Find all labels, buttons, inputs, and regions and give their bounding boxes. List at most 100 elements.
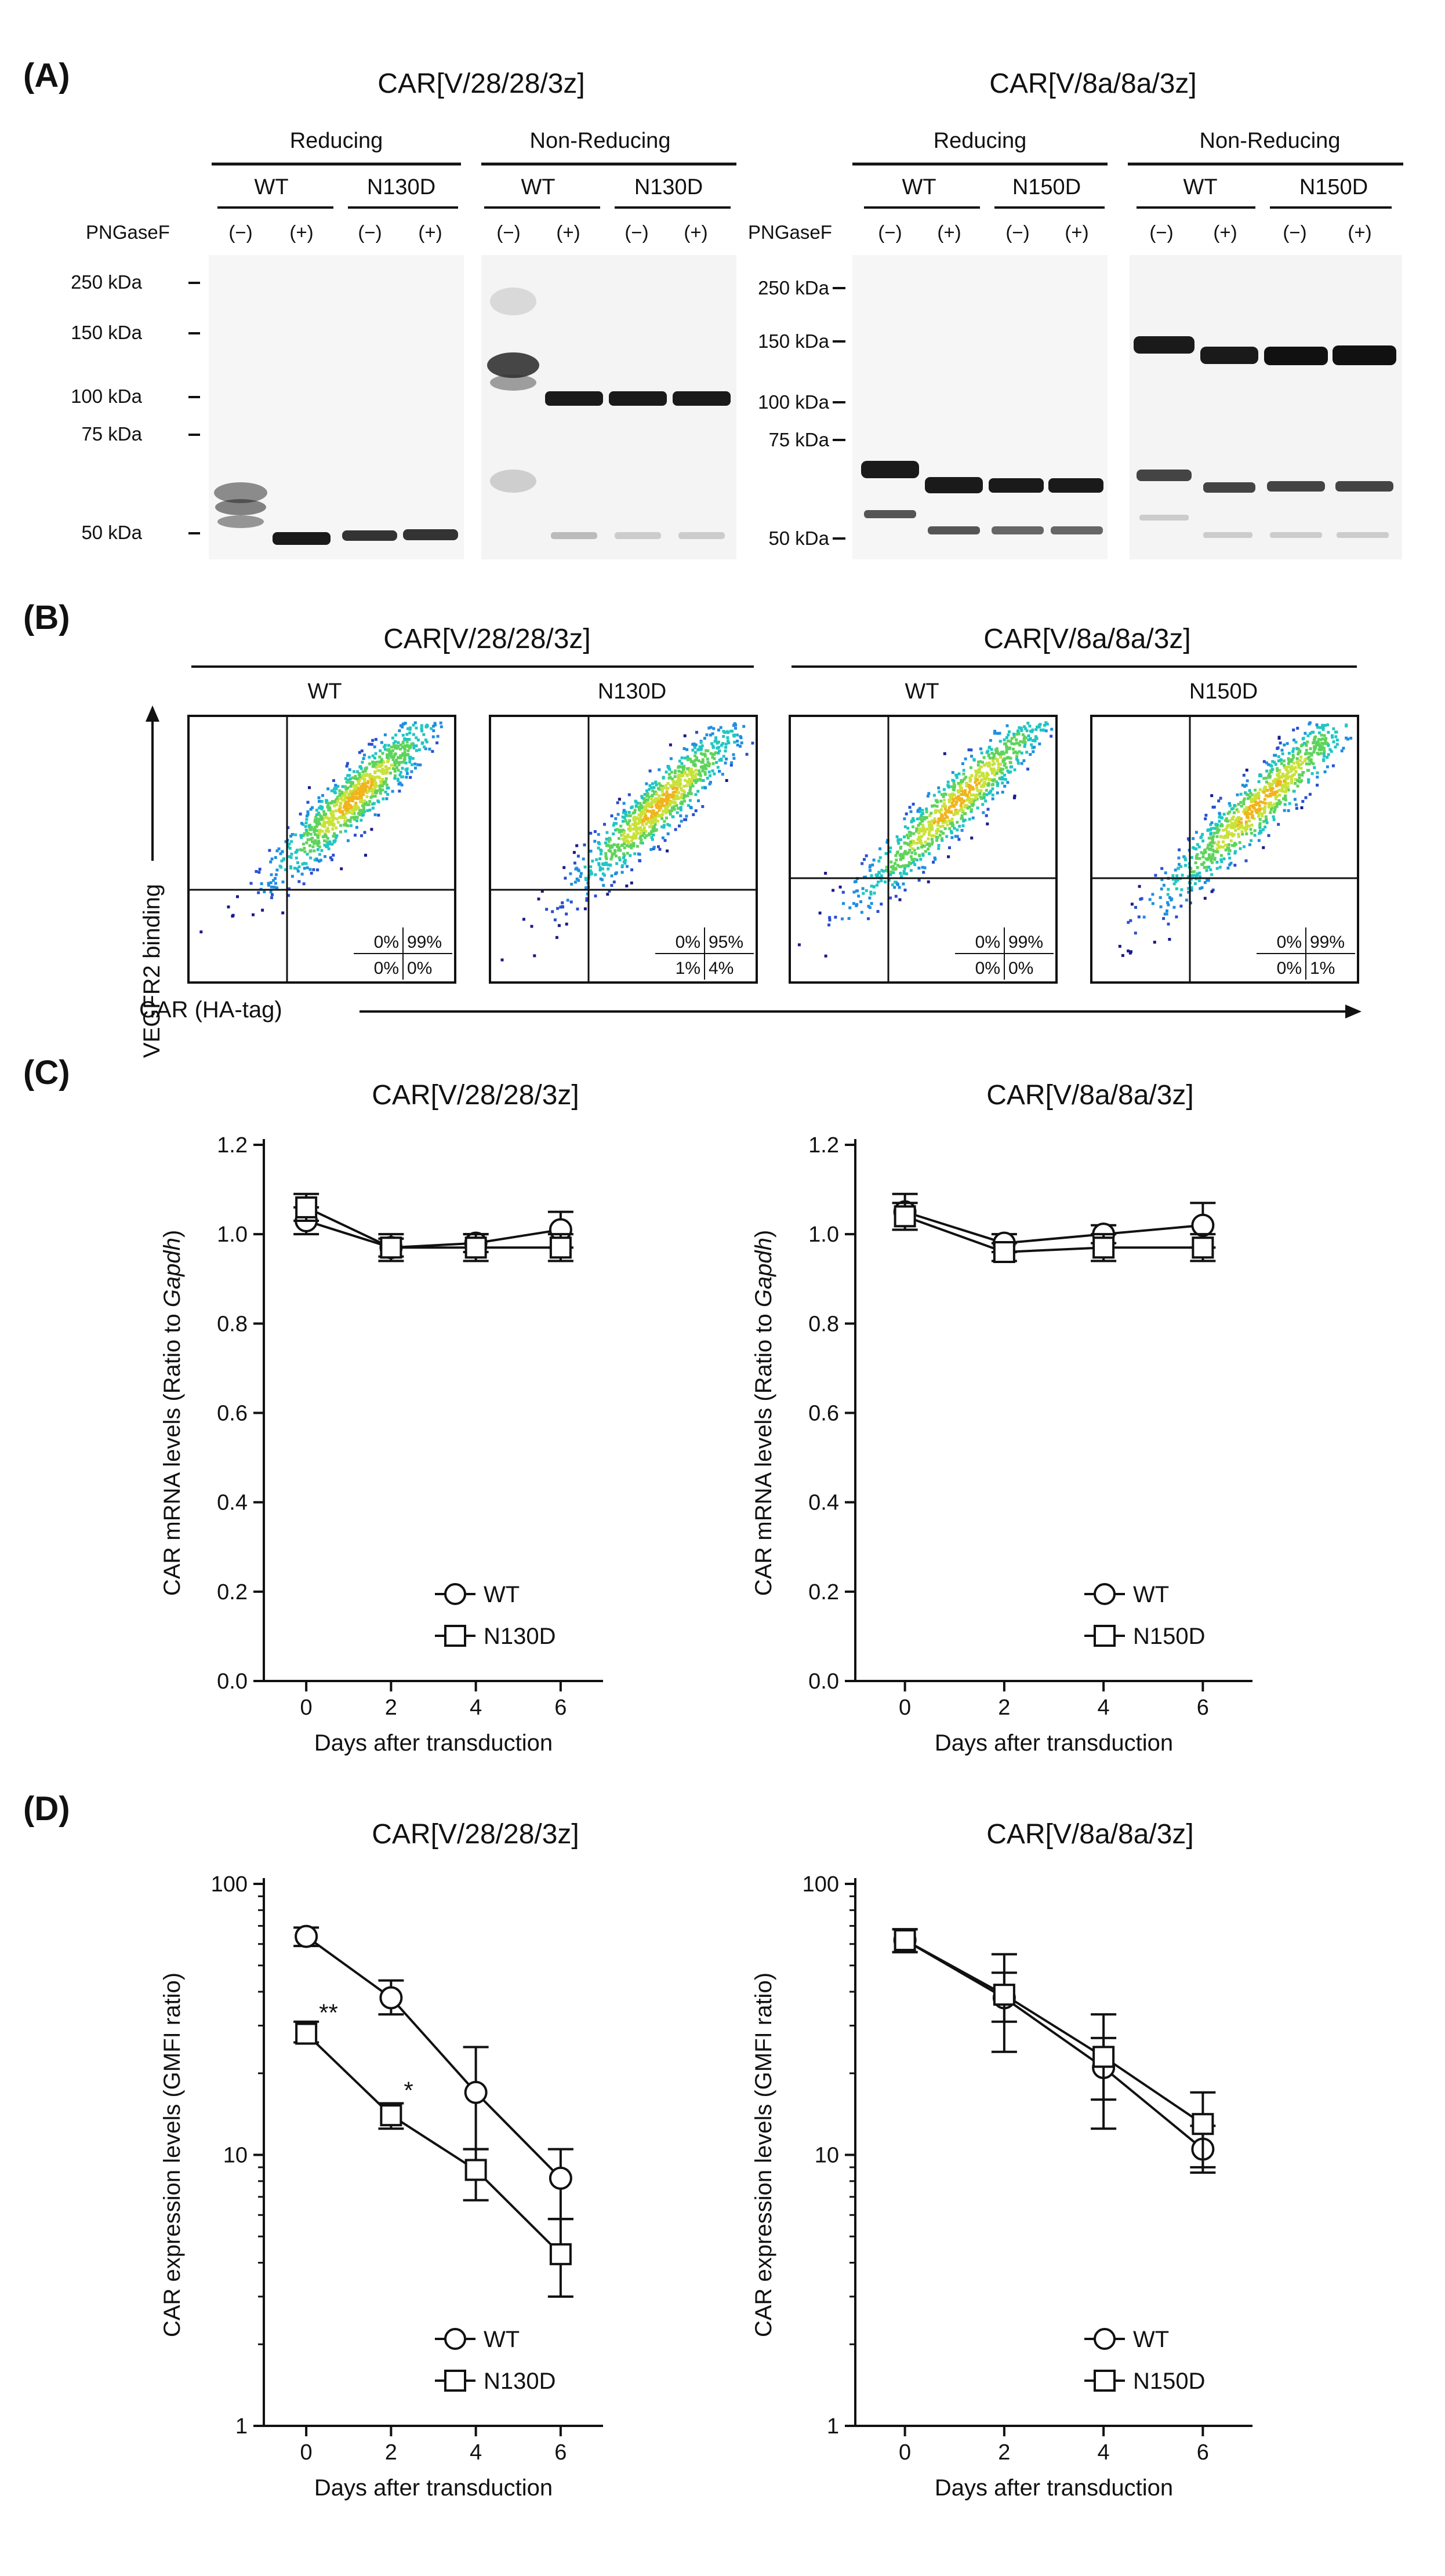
flow-event [680, 796, 683, 799]
flow-event [316, 844, 320, 847]
flow-event [970, 748, 973, 752]
flow-event [676, 779, 680, 783]
flow-event [332, 779, 335, 783]
flow-event [387, 748, 391, 751]
blot-band [487, 352, 539, 378]
flow-event [231, 915, 234, 918]
flow-event [368, 800, 372, 803]
flow-event [679, 787, 682, 790]
flow-event [997, 752, 1001, 755]
flow-event [408, 758, 412, 761]
flow-event [641, 829, 645, 832]
flow-event [1296, 784, 1299, 788]
flow-event [1269, 787, 1272, 791]
flow-event [1226, 831, 1229, 835]
flow-event [927, 847, 930, 851]
flow-density [797, 721, 1054, 958]
flow-event [412, 746, 416, 749]
flow-event [533, 954, 536, 958]
flow-event [1129, 919, 1132, 922]
flow-event [645, 789, 648, 792]
flow-event [1295, 747, 1299, 750]
flow-event [1200, 851, 1203, 854]
flow-event [379, 789, 382, 793]
flow-event [908, 849, 912, 852]
flow-event [658, 809, 661, 812]
flow-event [912, 841, 915, 845]
flow-event [894, 894, 898, 898]
flow-event [947, 810, 950, 814]
flow-event [318, 831, 321, 834]
flow-event [963, 793, 966, 796]
flow-event [1194, 861, 1197, 864]
flow-event [991, 763, 994, 766]
flow-event [553, 918, 557, 922]
flow-event [963, 799, 965, 803]
flow-event [420, 724, 423, 727]
flow-event [361, 810, 364, 814]
flow-event [985, 751, 989, 754]
data-point-circle [1191, 1213, 1215, 1237]
flow-event [636, 832, 640, 835]
flow-event [394, 747, 397, 750]
flow-event [1308, 721, 1312, 725]
flow-plot-label: WT [307, 679, 342, 704]
flow-event [395, 766, 398, 769]
flow-event [358, 775, 361, 778]
flow-event [277, 847, 281, 850]
flow-event [1253, 834, 1257, 837]
flow-event [1189, 878, 1193, 881]
flow-event [924, 830, 927, 834]
flow-event [651, 782, 654, 785]
flow-event [381, 752, 384, 755]
flow-event [316, 817, 320, 821]
flow-event [1004, 778, 1007, 781]
flow-event [688, 783, 692, 786]
flow-event [950, 785, 954, 788]
flow-event [625, 814, 628, 817]
flow-event [641, 823, 644, 827]
flow-event [920, 845, 923, 849]
flow-event [1264, 825, 1267, 829]
flow-event [1029, 729, 1032, 733]
flow-event [1190, 889, 1193, 892]
flow-event [1177, 867, 1180, 870]
flow-event [377, 763, 380, 766]
flow-event [343, 804, 347, 807]
flow-event [1225, 817, 1228, 820]
flow-event [971, 816, 975, 820]
flow-event [1208, 843, 1212, 847]
flow-event [662, 809, 665, 813]
series-line [306, 1220, 561, 1249]
flow-event [938, 818, 942, 822]
flow-event [333, 834, 337, 837]
flow-event [995, 747, 999, 751]
flow-event [652, 834, 655, 836]
flow-event [711, 755, 714, 759]
flow-event [1005, 724, 1009, 727]
flow-event [682, 766, 686, 769]
x-tick-label: 2 [998, 2440, 1010, 2465]
flow-event [317, 821, 321, 824]
flow-event [1232, 811, 1236, 814]
flow-event [947, 855, 950, 858]
flow-event [1257, 791, 1260, 795]
flow-event [1322, 742, 1326, 745]
flow-event [1244, 811, 1248, 814]
flow-event [714, 736, 718, 740]
flow-event [288, 842, 291, 846]
flow-event [602, 883, 605, 887]
flow-event [918, 835, 922, 839]
flow-event [916, 846, 920, 850]
panel-b-y-arrow-head [146, 705, 159, 722]
flow-event [847, 917, 851, 920]
flow-event [378, 769, 382, 773]
flow-event [693, 778, 696, 782]
flow-event [683, 799, 687, 803]
flow-event [615, 862, 619, 865]
flow-event [1287, 771, 1290, 774]
flow-event [960, 817, 963, 820]
flow-event [1298, 773, 1301, 777]
flow-event [347, 807, 350, 811]
blot-band [1048, 478, 1103, 493]
